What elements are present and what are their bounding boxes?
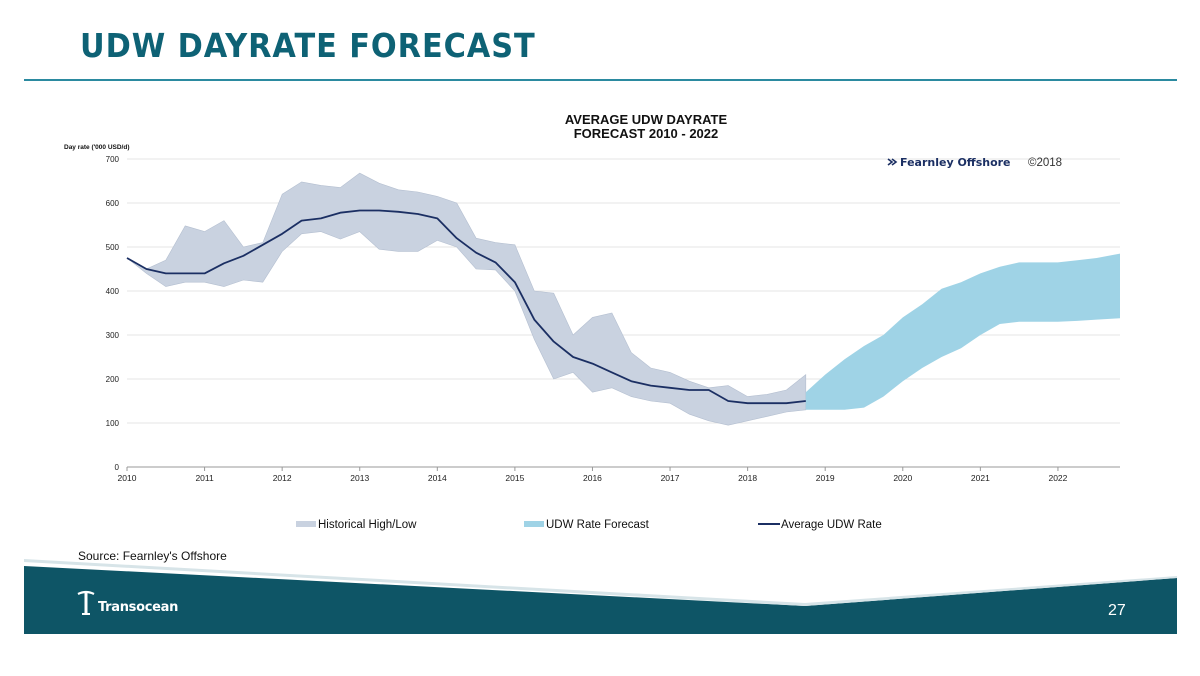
slide-title: UDW DAYRATE FORECAST bbox=[80, 26, 536, 65]
x-tick-label: 2022 bbox=[1048, 473, 1067, 483]
watermark: Fearnley Offshore ©2018 bbox=[887, 156, 1062, 169]
y-tick-label: 300 bbox=[106, 331, 120, 340]
footer-band-dark bbox=[24, 566, 1177, 634]
x-tick-label: 2010 bbox=[118, 473, 137, 483]
x-tick-label: 2012 bbox=[273, 473, 292, 483]
fearnley-logo-icon bbox=[887, 158, 898, 166]
x-tick-label: 2020 bbox=[893, 473, 912, 483]
legend-label-line: Average UDW Rate bbox=[781, 519, 882, 531]
x-tick-label: 2016 bbox=[583, 473, 602, 483]
legend-label-forecast: UDW Rate Forecast bbox=[546, 519, 650, 531]
legend: Historical High/Low UDW Rate Forecast Av… bbox=[296, 519, 882, 531]
y-tick-label: 100 bbox=[106, 419, 120, 428]
x-tick-label: 2017 bbox=[661, 473, 680, 483]
x-tick-label: 2019 bbox=[816, 473, 835, 483]
legend-swatch-historical bbox=[296, 521, 316, 527]
logo-text: Transocean bbox=[98, 599, 179, 615]
data-bands bbox=[126, 172, 1120, 426]
legend-swatch-forecast bbox=[524, 521, 544, 527]
data-lines bbox=[126, 209, 806, 405]
page-number: 27 bbox=[1108, 602, 1126, 619]
company-logo: Transocean bbox=[76, 590, 178, 616]
x-tick-label: 2018 bbox=[738, 473, 757, 483]
source-note: Source: Fearnley's Offshore bbox=[78, 549, 227, 563]
y-tick-label: 600 bbox=[106, 199, 120, 208]
average-rate-line bbox=[126, 209, 806, 405]
x-tick-label: 2021 bbox=[971, 473, 990, 483]
y-tick-label: 500 bbox=[106, 243, 120, 252]
x-tick-label: 2011 bbox=[195, 473, 214, 483]
watermark-year: ©2018 bbox=[1028, 157, 1062, 169]
x-tick-label: 2013 bbox=[350, 473, 369, 483]
y-tick-label: 400 bbox=[106, 287, 120, 296]
x-tick-label: 2015 bbox=[505, 473, 524, 483]
y-axis-label: Day rate ('000 USD/d) bbox=[64, 144, 130, 151]
title-divider bbox=[24, 79, 1177, 81]
y-tick-label: 0 bbox=[115, 463, 120, 472]
transocean-logo-icon bbox=[77, 590, 95, 615]
chart-title-line2: FORECAST 2010 - 2022 bbox=[574, 126, 719, 141]
historical-band bbox=[126, 172, 807, 426]
x-tick-label: 2014 bbox=[428, 473, 447, 483]
y-tick-label: 200 bbox=[106, 375, 120, 384]
y-tick-label: 700 bbox=[106, 155, 120, 164]
chart-title-line1: AVERAGE UDW DAYRATE bbox=[565, 112, 728, 127]
forecast-band bbox=[805, 253, 1120, 410]
watermark-brand: Fearnley Offshore bbox=[900, 156, 1011, 169]
legend-label-historical: Historical High/Low bbox=[318, 519, 417, 531]
axes: 0 100 200 300 400 500 600 700 2010 2011 2012 2013 20… bbox=[106, 155, 1120, 483]
